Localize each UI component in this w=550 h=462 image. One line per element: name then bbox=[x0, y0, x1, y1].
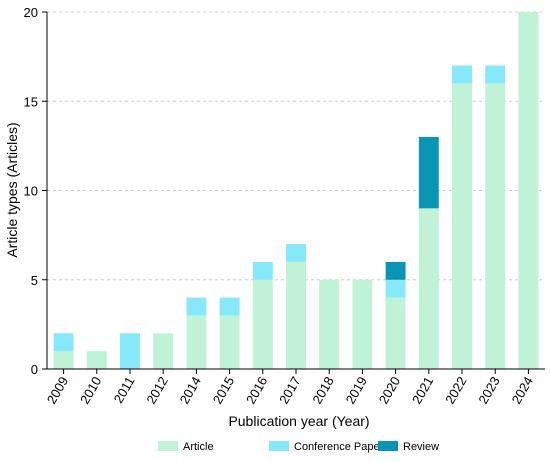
y-tick-label: 5 bbox=[31, 273, 38, 288]
y-tick-labels: 0 5 10 15 20 bbox=[24, 5, 38, 377]
bar-conference-paper bbox=[485, 65, 506, 84]
y-tick-label: 0 bbox=[31, 362, 38, 377]
bar-article bbox=[219, 315, 240, 369]
legend-label: Review bbox=[403, 441, 439, 453]
bar-article bbox=[53, 351, 74, 369]
bar-article bbox=[252, 279, 273, 369]
bar-review bbox=[418, 136, 439, 209]
bar-conference-paper bbox=[252, 261, 273, 280]
bar-article bbox=[418, 208, 439, 369]
y-tick-label: 10 bbox=[24, 184, 38, 199]
x-tick-label: 2009 bbox=[44, 374, 71, 407]
legend: Article Conference Paper Review bbox=[158, 441, 439, 453]
x-tick-label: 2016 bbox=[243, 374, 270, 407]
x-axis-title: Publication year (Year) bbox=[228, 413, 369, 429]
legend-swatch bbox=[378, 441, 398, 451]
x-tick-label: 2017 bbox=[276, 374, 303, 407]
bar-article bbox=[485, 83, 506, 370]
bar-article bbox=[153, 333, 174, 369]
x-tick-label: 2023 bbox=[475, 374, 502, 407]
bar-review bbox=[385, 261, 406, 280]
y-tick-label: 15 bbox=[24, 94, 38, 109]
bar-article bbox=[352, 279, 373, 369]
bar-article bbox=[86, 351, 107, 369]
bar-article bbox=[319, 279, 340, 369]
x-tick-label: 2024 bbox=[509, 374, 536, 407]
bar-conference-paper bbox=[385, 279, 406, 298]
legend-label: Article bbox=[183, 441, 214, 453]
x-tick-label: 2015 bbox=[210, 374, 237, 407]
axes bbox=[42, 11, 545, 374]
x-tick-labels: 2009 2010 2011 2012 2014 2015 2016 2017 2018 2019… bbox=[44, 374, 536, 407]
legend-label: Conference Paper bbox=[294, 441, 384, 453]
y-tick-label: 20 bbox=[24, 5, 38, 20]
x-tick-label: 2021 bbox=[409, 374, 436, 407]
bar-conference-paper bbox=[452, 65, 472, 84]
y-axis-title: Article types (Articles) bbox=[4, 122, 20, 257]
bar-article bbox=[385, 297, 406, 369]
bar-conference-paper bbox=[186, 297, 207, 316]
bar-article bbox=[452, 83, 472, 370]
legend-swatch bbox=[269, 441, 289, 451]
bar-conference-paper bbox=[120, 333, 140, 369]
bar-article bbox=[186, 315, 207, 369]
legend-swatch bbox=[158, 441, 178, 451]
x-tick-label: 2011 bbox=[111, 374, 138, 406]
x-tick-label: 2014 bbox=[177, 374, 204, 407]
bar-conference-paper bbox=[286, 244, 306, 262]
bar-article bbox=[518, 12, 539, 369]
bar-conference-paper bbox=[53, 333, 74, 352]
bar-article bbox=[286, 261, 306, 369]
bar-conference-paper bbox=[219, 297, 240, 316]
x-tick-label: 2010 bbox=[77, 374, 104, 407]
x-tick-label: 2012 bbox=[143, 374, 170, 407]
x-tick-label: 2020 bbox=[376, 374, 403, 407]
x-tick-label: 2019 bbox=[343, 374, 370, 407]
x-tick-label: 2018 bbox=[309, 374, 336, 407]
bars bbox=[53, 12, 539, 370]
x-tick-label: 2022 bbox=[442, 374, 469, 407]
